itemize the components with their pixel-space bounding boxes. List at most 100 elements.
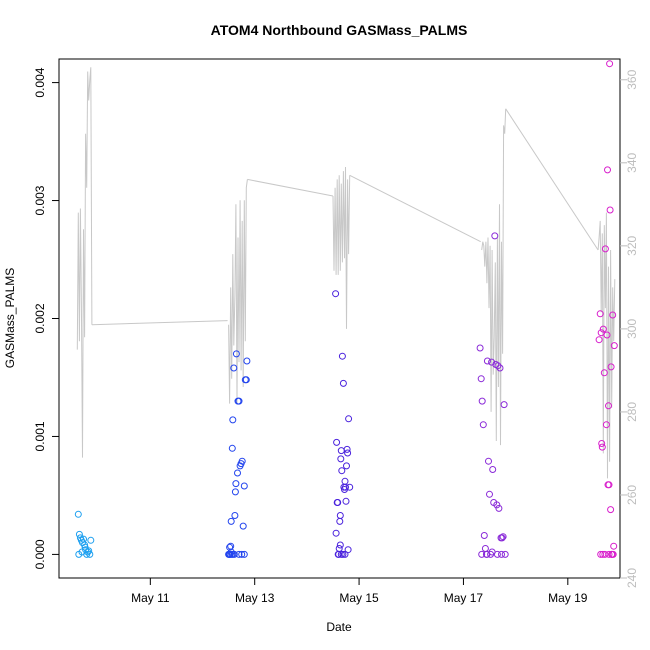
scatter-point bbox=[240, 482, 248, 490]
scatter-point bbox=[344, 546, 352, 554]
scatter-point bbox=[605, 402, 612, 410]
scatter-point bbox=[598, 443, 606, 451]
scatter-point bbox=[336, 541, 344, 549]
line-series-segment bbox=[76, 67, 93, 458]
scatter-point bbox=[87, 536, 95, 544]
x-tick-label: May 13 bbox=[235, 591, 275, 605]
x-axis-label: Date bbox=[326, 620, 352, 634]
x-tick-label: May 15 bbox=[339, 591, 379, 605]
line-series-segment bbox=[481, 108, 507, 446]
y2-tick-label: 240 bbox=[625, 568, 639, 588]
scatter-point bbox=[238, 457, 246, 465]
scatter-point bbox=[228, 444, 236, 452]
scatter-point bbox=[81, 543, 89, 551]
scatter-point bbox=[230, 364, 238, 372]
scatter-point bbox=[343, 445, 351, 453]
scatter-point bbox=[337, 455, 345, 463]
line-series-connector bbox=[349, 174, 481, 243]
scatter-point bbox=[476, 344, 484, 352]
scatter-point bbox=[610, 342, 618, 350]
scatter-point bbox=[230, 550, 238, 558]
scatter-point bbox=[341, 550, 349, 558]
scatter-point bbox=[493, 501, 501, 509]
scatter-point bbox=[227, 517, 235, 525]
scatter-point bbox=[494, 362, 502, 370]
y2-tick-label: 360 bbox=[625, 69, 639, 89]
scatter-point bbox=[242, 376, 250, 384]
scatter-point bbox=[607, 363, 615, 371]
scatter-point bbox=[498, 550, 505, 558]
scatter-point bbox=[78, 548, 86, 556]
scatter-point bbox=[226, 543, 234, 551]
y2-tick-label: 340 bbox=[625, 152, 639, 172]
scatter-point bbox=[483, 357, 491, 365]
scatter-point bbox=[601, 550, 609, 558]
scatter-point bbox=[604, 166, 611, 174]
x-tick-label: May 17 bbox=[444, 591, 484, 605]
scatter-point bbox=[605, 481, 613, 489]
scatter-point bbox=[343, 462, 350, 470]
y2-axis: 240 260 280 300 320 340 360 bbox=[620, 69, 639, 588]
scatter-point bbox=[341, 477, 349, 485]
scatter-point bbox=[334, 499, 342, 506]
scatter-point bbox=[336, 517, 344, 525]
scatter-point bbox=[75, 530, 83, 538]
scatter-point bbox=[491, 232, 499, 240]
scatter-point bbox=[480, 532, 488, 539]
scatter-point bbox=[498, 534, 506, 542]
scatter-point bbox=[231, 488, 239, 496]
scatter-point bbox=[338, 467, 346, 475]
line-series-segment bbox=[332, 166, 351, 329]
scatter-point bbox=[500, 401, 508, 409]
y-tick-label: 0.001 bbox=[33, 421, 47, 451]
scatter-point bbox=[74, 510, 82, 518]
scatter-point bbox=[235, 550, 243, 558]
scatter-point bbox=[239, 522, 247, 530]
scatter-point bbox=[338, 352, 346, 360]
x-axis: May 11 May 13 May 15 May 17 May 19 bbox=[131, 577, 588, 605]
scatter-point bbox=[478, 397, 486, 405]
line-layer bbox=[76, 67, 616, 479]
y-axis-label: GASMass_PALMS bbox=[3, 268, 17, 368]
scatter-point bbox=[481, 545, 489, 552]
scatter-point bbox=[489, 466, 497, 473]
line-series-segment bbox=[597, 212, 616, 479]
line-series-connector bbox=[505, 108, 599, 251]
scatter-point bbox=[601, 245, 609, 253]
scatter-point bbox=[231, 512, 239, 519]
x-tick-label: May 19 bbox=[548, 591, 588, 605]
scatter-point bbox=[332, 529, 340, 537]
scatter-point bbox=[595, 336, 603, 344]
scatter-point bbox=[232, 480, 240, 488]
scatter-point bbox=[342, 483, 349, 491]
scatter-point bbox=[486, 490, 493, 498]
scatter-layer bbox=[74, 60, 618, 558]
scatter-point bbox=[600, 369, 608, 377]
line-series-connector bbox=[247, 178, 334, 197]
scatter-point bbox=[336, 512, 344, 519]
scatter-point bbox=[344, 449, 352, 457]
scatter-point bbox=[229, 416, 237, 424]
scatter-point bbox=[240, 550, 248, 558]
line-series-segment bbox=[228, 179, 248, 404]
scatter-point bbox=[610, 542, 618, 550]
scatter-point bbox=[608, 550, 616, 558]
y-tick-label: 0.000 bbox=[33, 539, 47, 569]
scatter-point bbox=[345, 415, 353, 423]
scatter-point bbox=[607, 506, 615, 514]
scatter-point bbox=[339, 550, 347, 558]
scatter-point bbox=[232, 350, 240, 358]
chart-title: ATOM4 Northbound GASMass_PALMS bbox=[211, 22, 468, 38]
y2-tick-label: 320 bbox=[625, 236, 639, 256]
scatter-point bbox=[499, 533, 507, 541]
scatter-point bbox=[606, 206, 614, 214]
y2-tick-label: 280 bbox=[625, 402, 639, 422]
scatter-point bbox=[599, 325, 607, 333]
scatter-point bbox=[235, 397, 243, 405]
scatter-point bbox=[477, 375, 485, 383]
scatter-point bbox=[493, 550, 501, 558]
scatter-point bbox=[485, 457, 492, 465]
scatter-point bbox=[602, 421, 610, 429]
scatter-point bbox=[479, 421, 487, 429]
scatter-point bbox=[346, 483, 354, 491]
